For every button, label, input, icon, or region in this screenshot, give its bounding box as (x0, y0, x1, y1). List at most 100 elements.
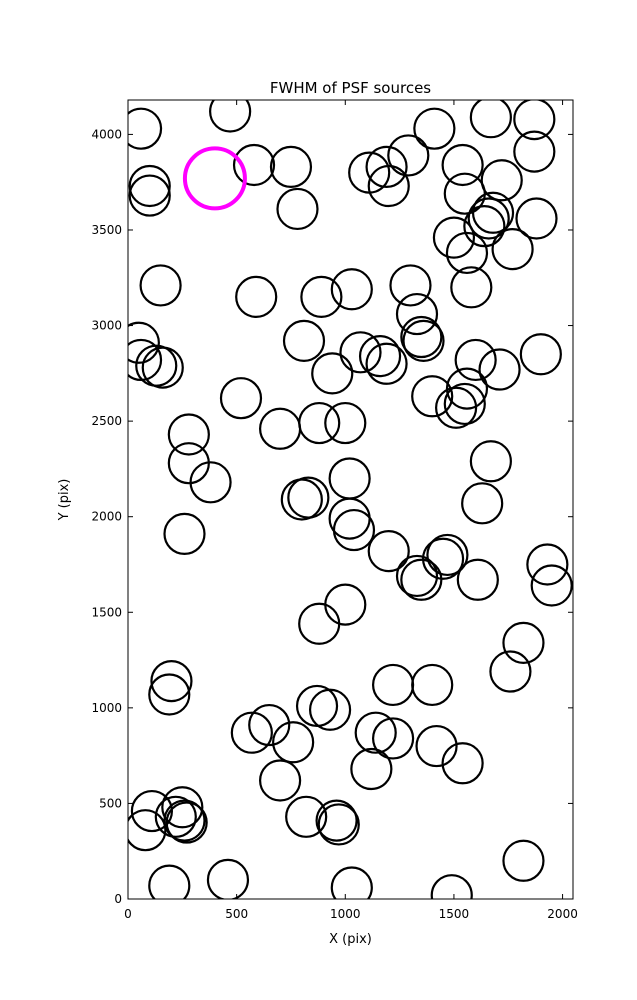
source-circle (526, 543, 569, 586)
source-circle (365, 145, 408, 189)
source-circle (454, 338, 497, 382)
source-circle (441, 143, 484, 187)
source-circle (400, 558, 443, 601)
source-circle (445, 367, 489, 410)
source-circle (150, 659, 193, 703)
source-circle (519, 333, 562, 376)
source-circle (285, 795, 328, 838)
source-circle (502, 621, 545, 664)
source-circle (328, 497, 371, 540)
source-circle (258, 407, 302, 450)
source-circle (480, 159, 523, 202)
source-circle (128, 174, 171, 217)
source-circle (445, 231, 489, 275)
y-tick-label: 2000 (91, 510, 122, 524)
y-tick-label: 500 (99, 796, 122, 810)
source-circle (295, 684, 339, 728)
source-circle (269, 145, 313, 189)
y-tick-label: 1000 (91, 701, 122, 715)
source-circle (441, 742, 484, 785)
source-circle (402, 319, 445, 362)
source-circle (128, 107, 163, 150)
source-circle (139, 264, 182, 307)
source-circle (298, 602, 341, 645)
source-circle (411, 375, 454, 418)
source-circle (148, 673, 191, 716)
y-axis-label: Y (pix) (57, 479, 72, 522)
source-circle (371, 717, 415, 760)
x-tick-label: 0 (124, 907, 132, 921)
source-circle (272, 721, 315, 764)
y-tick-label: 3000 (91, 319, 122, 333)
source-circle (324, 401, 367, 445)
source-circle (330, 268, 373, 311)
source-circle (435, 386, 478, 429)
source-circle (358, 335, 402, 378)
source-circle (415, 724, 458, 768)
source-circle (489, 650, 532, 693)
source-circle (387, 134, 430, 177)
source-circle (248, 703, 291, 747)
x-tick-label: 500 (225, 907, 248, 921)
source-circle (430, 874, 473, 899)
source-circle (130, 789, 174, 833)
source-circle (276, 187, 319, 231)
source-circle (339, 331, 382, 374)
axes-layer: 0 500 1000 1500 2000 0 500 1000 1500 2000 2500 3000… (91, 100, 578, 921)
x-axis-label: X (pix) (329, 932, 372, 947)
source-circle (298, 401, 341, 445)
source-circle (128, 809, 167, 852)
marker-layer (128, 100, 573, 899)
source-circle (206, 858, 250, 899)
source-circle (491, 227, 534, 271)
source-circle (461, 482, 504, 525)
source-circle (163, 512, 206, 556)
chart-title: FWHM of PSF sources (270, 79, 431, 97)
plot-frame (127, 99, 574, 900)
source-circle (311, 352, 354, 395)
source-circle (258, 759, 302, 802)
source-circle (413, 107, 456, 150)
source-circle (167, 413, 210, 456)
source-circle (456, 558, 499, 601)
source-circle (332, 508, 376, 552)
source-circle (128, 321, 160, 364)
source-circle (515, 197, 558, 240)
source-circle (367, 530, 410, 573)
source-circle (128, 164, 171, 208)
source-circle (426, 533, 469, 577)
y-tick-label: 1500 (91, 605, 122, 619)
source-circle (354, 711, 397, 754)
source-circle (300, 275, 343, 318)
source-circle (513, 130, 556, 173)
source-circle (282, 319, 326, 362)
source-circle (432, 216, 476, 259)
source-circle (530, 564, 573, 607)
source-circle (154, 795, 197, 838)
source-circle (367, 164, 410, 208)
y-tick-label: 2500 (91, 414, 122, 428)
source-circle (287, 476, 330, 519)
y-tick-label: 0 (114, 892, 122, 906)
source-circle (450, 266, 493, 309)
source-circle (209, 100, 252, 133)
source-circle (141, 346, 184, 389)
source-circle (478, 348, 521, 391)
source-circle (395, 292, 439, 336)
y-tick-label: 4000 (91, 127, 122, 141)
source-circle (330, 866, 373, 899)
source-circle (389, 264, 432, 307)
source-circle (395, 554, 439, 598)
source-circle (324, 583, 367, 626)
source-circle (467, 197, 510, 240)
source-circle (328, 457, 371, 500)
source-circle (230, 711, 273, 754)
x-tick-label: 1500 (439, 907, 470, 921)
x-tick-label: 1000 (330, 907, 361, 921)
source-circle (463, 205, 506, 248)
source-circle (219, 377, 263, 420)
source-circle (469, 440, 512, 483)
source-circle (315, 799, 358, 842)
source-circle (513, 100, 556, 141)
